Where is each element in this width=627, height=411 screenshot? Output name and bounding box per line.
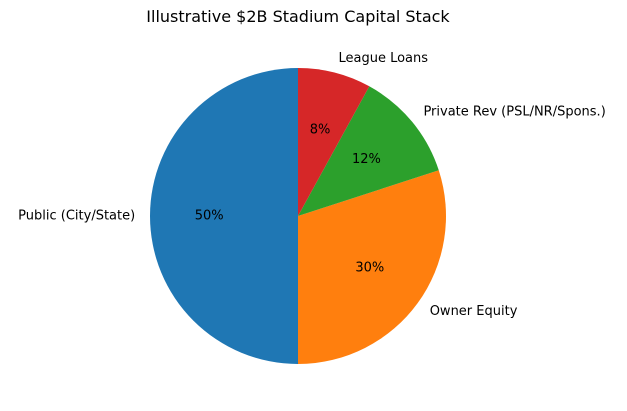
slice-percent-label: 8% — [310, 122, 331, 137]
pie-slice-league-loans — [298, 68, 370, 216]
slice-percent-label: 12% — [352, 152, 381, 167]
slice-label: Owner Equity — [430, 304, 518, 319]
slice-percent-label: 50% — [195, 209, 224, 224]
pie-slice-owner-equity — [298, 170, 446, 364]
slice-label: Public (City/State) — [18, 209, 135, 224]
slice-label: Private Rev (PSL/NR/Spons.) — [423, 105, 605, 120]
pie-slice-public-city-state — [150, 68, 298, 364]
pie-slices — [150, 68, 446, 364]
slice-percent-label: 30% — [355, 261, 384, 276]
pie-labels: Public (City/State) 50% Owner Equity 30% Pri… — [18, 51, 606, 319]
slice-label: League Loans — [338, 51, 428, 66]
pie-slice-private-rev-psl-nr-spons — [298, 86, 439, 216]
chart-title: Illustrative $2B Stadium Capital Stack — [146, 7, 450, 26]
